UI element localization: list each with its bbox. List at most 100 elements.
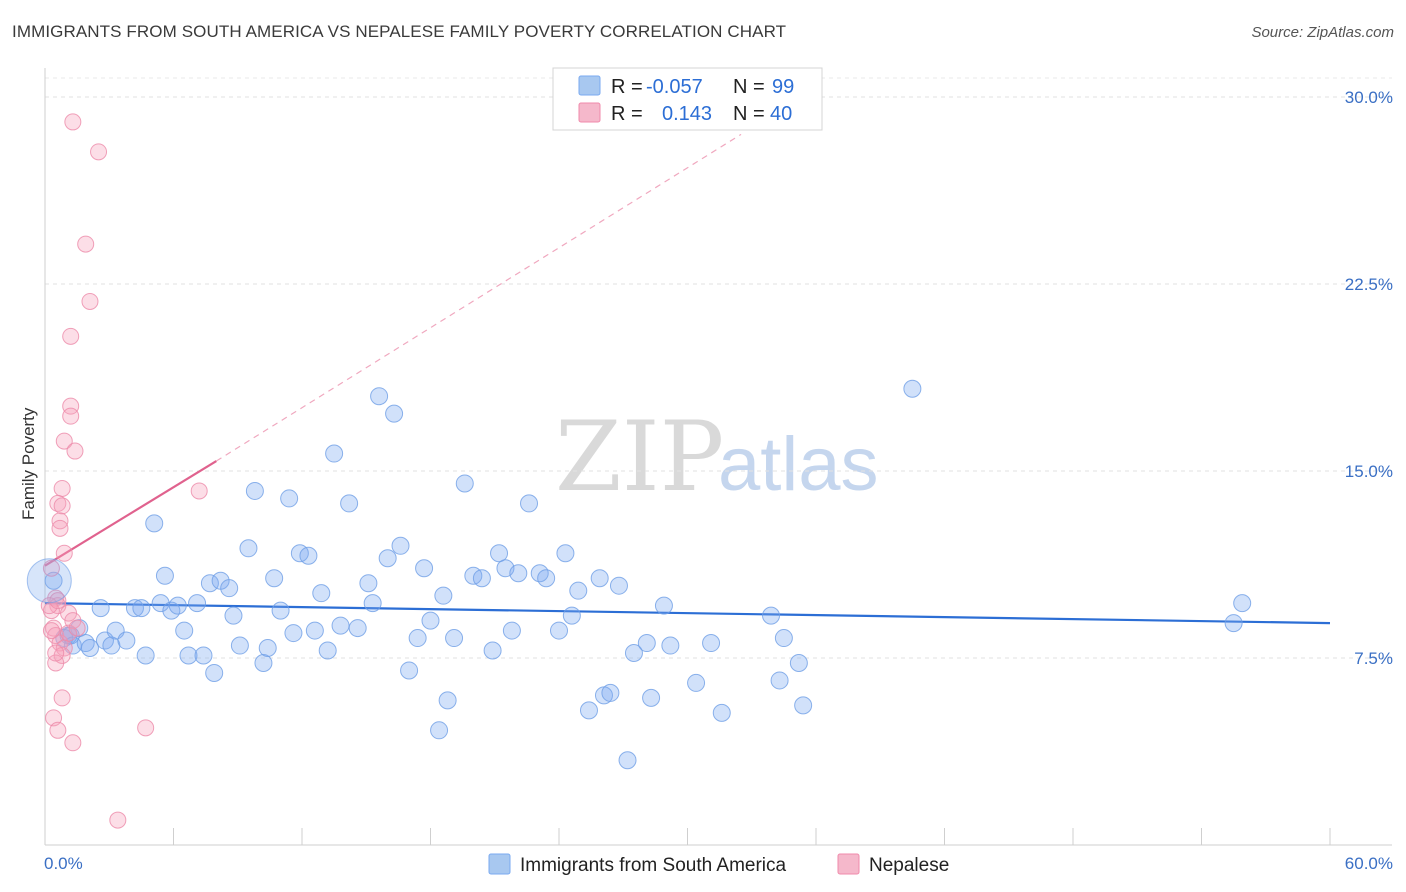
- legend-r-value-2: 0.143: [662, 103, 712, 125]
- legend-swatch-pink: [578, 102, 601, 123]
- point-nepalese-12: [51, 512, 69, 530]
- point-south-america-47: [359, 574, 378, 593]
- point-nepalese-7: [55, 432, 73, 450]
- point-south-america-60: [445, 629, 464, 648]
- point-nepalese-0: [64, 113, 82, 131]
- point-south-america-11: [117, 631, 136, 650]
- point-south-america-83: [637, 634, 656, 653]
- point-nepalese-25: [47, 654, 65, 672]
- legend-r-label-2: R =: [611, 103, 643, 125]
- point-south-america-61: [455, 474, 474, 493]
- point-south-america-30: [239, 539, 258, 558]
- bottom-legend-label-1: Immigrants from South America: [520, 855, 787, 876]
- y-tick-label-3: 30.0%: [1345, 88, 1393, 107]
- legend-r-value-1: -0.057: [646, 76, 703, 98]
- point-south-america-44: [331, 616, 350, 635]
- legend-swatch-blue: [578, 75, 601, 96]
- point-nepalese-9: [53, 479, 71, 497]
- point-nepalese-26: [53, 689, 71, 707]
- point-south-america-17: [155, 566, 174, 585]
- point-nepalese-2: [77, 235, 95, 253]
- point-south-america-57: [430, 721, 449, 740]
- x-tick-label-0: 0.0%: [44, 854, 83, 873]
- point-south-america-80: [609, 576, 628, 595]
- point-south-america-89: [712, 703, 731, 722]
- point-south-america-75: [569, 581, 588, 600]
- point-south-america-39: [299, 546, 318, 565]
- legend-n-label-2: N =: [733, 103, 765, 125]
- point-nepalese-13: [51, 519, 69, 537]
- stats-legend: R = -0.057 N = 99 R = 0.143 N = 40: [552, 67, 823, 131]
- point-south-america-14: [136, 646, 155, 665]
- point-south-america-46: [348, 619, 367, 638]
- point-south-america-68: [509, 564, 528, 583]
- point-south-america-92: [774, 629, 793, 648]
- point-south-america-41: [312, 584, 331, 603]
- point-south-america-32: [254, 653, 273, 672]
- bottom-legend-swatch-pink: [837, 853, 860, 875]
- point-south-america-79: [601, 683, 620, 702]
- point-south-america-45: [340, 494, 359, 513]
- trend-line-nepalese-extension: [216, 133, 742, 462]
- point-nepalese-14: [55, 544, 73, 562]
- point-nepalese-34: [60, 624, 78, 642]
- point-south-america-52: [391, 536, 410, 555]
- point-nepalese-33: [42, 622, 60, 640]
- y-tick-label-1: 15.0%: [1345, 462, 1393, 481]
- point-south-america-48: [363, 594, 382, 613]
- legend-n-label-1: N =: [733, 76, 765, 98]
- point-nepalese-4: [62, 327, 80, 345]
- point-nepalese-32: [190, 482, 208, 500]
- point-nepalese-3: [81, 292, 99, 310]
- point-south-america-90: [762, 606, 781, 625]
- point-south-america-67: [502, 621, 521, 640]
- point-south-america-43: [325, 444, 344, 463]
- point-nepalese-37: [42, 559, 60, 577]
- point-south-america-77: [590, 569, 609, 588]
- point-south-america-53: [400, 661, 419, 680]
- point-south-america-74: [562, 606, 581, 625]
- point-south-america-58: [434, 586, 453, 605]
- trend-line-south-america: [44, 602, 1331, 625]
- point-nepalese-29: [64, 734, 82, 752]
- point-south-america-64: [483, 641, 502, 660]
- legend-r-label-1: R =: [611, 76, 643, 98]
- point-south-america-72: [550, 621, 568, 640]
- legend-n-value-2: 40: [770, 103, 792, 125]
- point-south-america-28: [224, 606, 243, 625]
- point-south-america-85: [654, 596, 673, 615]
- point-south-america-82: [624, 644, 643, 663]
- point-south-america-7: [91, 599, 110, 618]
- watermark-atlas: atlas: [718, 422, 879, 507]
- legend-n-value-1: 99: [772, 76, 794, 98]
- point-south-america-37: [284, 624, 303, 643]
- point-south-america-50: [378, 549, 397, 568]
- series-legend: Immigrants from South America Nepalese: [488, 853, 949, 876]
- point-south-america-9: [102, 636, 121, 655]
- point-south-america-23: [194, 646, 213, 665]
- point-south-america-59: [438, 691, 457, 710]
- chart-title: IMMIGRANTS FROM SOUTH AMERICA VS NEPALES…: [12, 22, 787, 41]
- point-nepalese-6: [62, 407, 80, 425]
- point-south-america-65: [490, 544, 509, 563]
- point-nepalese-30: [137, 719, 155, 737]
- point-south-america-84: [642, 688, 661, 707]
- point-nepalese-35: [47, 644, 65, 662]
- point-south-america-93: [789, 653, 808, 672]
- point-south-america-51: [385, 404, 404, 423]
- point-south-america-42: [318, 641, 337, 660]
- point-nepalese-8: [66, 442, 84, 460]
- point-south-america-24: [200, 574, 219, 593]
- x-tick-label-1: 60.0%: [1345, 854, 1393, 873]
- watermark-zip: ZIP: [555, 401, 724, 513]
- point-south-america-49: [370, 387, 389, 406]
- point-nepalese-11: [53, 497, 71, 515]
- point-south-america-22: [188, 594, 207, 613]
- point-south-america-69: [520, 494, 539, 513]
- point-nepalese-31: [109, 811, 127, 829]
- point-south-america-15: [145, 514, 164, 533]
- point-south-america-71: [537, 569, 556, 588]
- y-tick-label-2: 22.5%: [1345, 275, 1393, 294]
- point-south-america-33: [258, 639, 277, 658]
